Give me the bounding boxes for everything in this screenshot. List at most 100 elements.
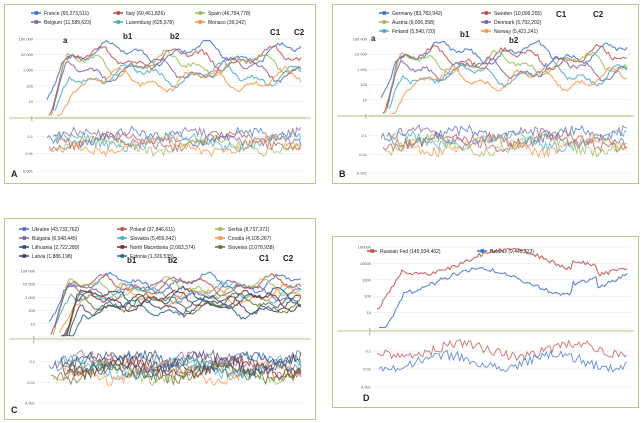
chart-d-legend-marker-0 xyxy=(370,249,375,253)
chart-c-legend-label-10: Estonia (1,326,535) xyxy=(130,254,174,260)
chart-c-legend-marker-6 xyxy=(22,245,27,249)
chart-c-legend-marker-7 xyxy=(120,245,125,249)
chart-c-peak-label-1: b2 xyxy=(168,256,178,265)
chart-b-ytick-top-3: 100 xyxy=(360,82,367,87)
chart-c-series-6-ratio-line xyxy=(60,349,302,377)
chart-a-ytick-bottom-2: 0.01 xyxy=(25,151,34,156)
chart-b-legend-label-0: Germany (83,783,942) xyxy=(392,11,443,17)
chart-b-legend-label-2: Austria (9,006,398) xyxy=(392,20,435,26)
chart-d-series-1-ratio-line xyxy=(378,349,628,373)
chart-d-panel-letter: D xyxy=(363,393,370,403)
chart-c-ytick-top-4: 10 xyxy=(31,321,36,326)
chart-a-ytick-top-2: 1 000 xyxy=(23,68,34,73)
chart-c-peak-label-2: C1 xyxy=(259,254,270,263)
chart-a-series-2-ratio-line xyxy=(50,133,302,158)
chart-a-ytick-bottom-0: 1 xyxy=(31,117,34,122)
chart-c-legend-label-1: Poland (37,846,611) xyxy=(130,227,175,233)
chart-c-legend-marker-2 xyxy=(218,227,223,231)
chart-c-series-5-ratio-line xyxy=(58,359,302,386)
chart-b-peak-label-4: C2 xyxy=(593,10,604,19)
chart-d-ytick-bottom-2: 0.01 xyxy=(363,367,372,372)
chart-a-ytick-top-4: 10 xyxy=(29,99,34,104)
chart-c-series-9-ratio-line xyxy=(66,349,302,376)
chart-a-peak-label-4: C2 xyxy=(294,28,305,37)
chart-b-panel-letter: B xyxy=(339,169,346,179)
chart-a-peak-label-1: b1 xyxy=(123,32,133,41)
chart-b-legend-label-3: Denmark (5,792,202) xyxy=(494,20,542,26)
chart-c-series-10-ratio-line xyxy=(68,353,302,381)
chart-c-legend-marker-4 xyxy=(120,236,125,240)
chart-b-ytick-top-5: 1 xyxy=(365,113,368,118)
chart-b-series-4-ratio-line xyxy=(388,129,628,154)
chart-c-peak-label-0: b1 xyxy=(127,256,137,265)
chart-d-ytick-top-5: 1 xyxy=(369,327,372,332)
chart-d-series-1-line xyxy=(379,266,628,328)
panel-d: 100000 10000 1000 100 10 1 1 0.1 0.01 0.001 Russia… xyxy=(332,236,639,408)
chart-c-legend-label-0: Ukraine (43,733,762) xyxy=(32,227,79,233)
chart-c-series-3-line xyxy=(54,279,302,328)
chart-a-ytick-top-1: 10 000 xyxy=(21,52,34,57)
chart-a-ytick-top-3: 100 xyxy=(26,83,33,88)
chart-d-ytick-top-3: 100 xyxy=(364,294,371,299)
chart-c-ytick-bottom-0: 1 xyxy=(33,339,36,344)
chart-c-ytick-bottom-3: 0.001 xyxy=(25,401,36,406)
chart-c-svg: 100 000 10 000 1 000 100 10 11 0.1 0.01 0.001 Ukr… xyxy=(9,227,311,415)
chart-a-panel-letter: A xyxy=(11,169,18,179)
chart-a-legend-marker-0 xyxy=(34,11,39,15)
chart-d-ytick-bottom-1: 0.1 xyxy=(365,349,371,354)
chart-c-legend-label-2: Serbia (8,737,371) xyxy=(228,227,270,233)
chart-d-ytick-bottom-3: 0.001 xyxy=(361,385,372,390)
chart-a-series-4-line xyxy=(54,60,302,112)
chart-c-ytick-top-2: 1 000 xyxy=(25,295,36,300)
chart-c-series-8-ratio-line xyxy=(64,360,302,387)
chart-b-ytick-top-1: 10 000 xyxy=(355,52,368,57)
chart-b-series-5-ratio-line xyxy=(390,133,628,159)
chart-a-series-5-ratio-line xyxy=(56,133,302,158)
chart-b-legend-marker-5 xyxy=(484,29,489,33)
chart-a-legend-marker-1 xyxy=(116,11,121,15)
chart-c-legend-label-7: North Macedonia (2,083,374) xyxy=(130,245,195,251)
chart-b-ytick-top-0: 100 000 xyxy=(353,37,368,42)
chart-a-legend-label-4: Luxemburg (625,978) xyxy=(126,20,174,26)
chart-b-ytick-top-2: 1 000 xyxy=(357,67,368,72)
chart-d-ytick-top-1: 10000 xyxy=(360,261,372,266)
chart-c-series-7-line xyxy=(63,289,302,337)
chart-a-peak-label-0: a xyxy=(63,36,68,45)
chart-b-ytick-top-4: 10 xyxy=(363,97,368,102)
chart-b-series-1-line xyxy=(382,43,628,114)
chart-b-series-0-ratio-line xyxy=(380,124,628,150)
chart-b-series-3-line xyxy=(386,55,628,109)
chart-d-legend-label-0: Russian Fed (145,934,462) xyxy=(380,249,441,255)
chart-b-ytick-bottom-2: 0.01 xyxy=(359,152,368,157)
chart-b-series-4-line xyxy=(388,60,628,109)
chart-b-legend-label-4: Finland (5,540,720) xyxy=(392,29,436,35)
chart-c-legend-marker-9 xyxy=(22,254,27,258)
chart-a-peak-label-3: C1 xyxy=(270,28,281,37)
chart-d-ytick-top-2: 1000 xyxy=(362,277,372,282)
chart-a-ytick-bottom-1: 0.1 xyxy=(27,134,33,139)
chart-b-ytick-bottom-0: 1 xyxy=(365,115,368,120)
chart-a-series-4-ratio-line xyxy=(54,131,302,153)
chart-b-peak-label-1: b1 xyxy=(460,30,470,39)
chart-a-legend-label-5: Monaco (39,242) xyxy=(208,20,246,26)
chart-a-series-2-line xyxy=(50,49,301,116)
chart-c-legend-label-4: Slovakia (5,459,642) xyxy=(130,236,176,242)
chart-c-ytick-top-0: 100 000 xyxy=(21,269,36,274)
chart-b-legend-marker-3 xyxy=(484,20,489,24)
chart-b-legend-marker-1 xyxy=(484,11,489,15)
chart-b-peak-label-3: C1 xyxy=(556,10,567,19)
chart-b-ytick-bottom-3: 0.001 xyxy=(357,171,368,176)
chart-c-legend-label-8: Slovenia (2,078,938) xyxy=(228,245,274,251)
chart-c-legend-marker-8 xyxy=(218,245,223,249)
panel-c: 100 000 10 000 1 000 100 10 1 1 0.1 0.01 0.001 Ukr… xyxy=(4,218,316,420)
chart-a-legend-label-0: France (65,273,511) xyxy=(44,11,89,17)
chart-a-legend-marker-2 xyxy=(198,11,203,15)
chart-b-series-5-line xyxy=(391,64,628,115)
chart-c-legend-label-5: Croatia (4,105,267) xyxy=(228,236,271,242)
chart-d-legend-marker-1 xyxy=(480,249,485,253)
chart-c-ytick-top-3: 100 xyxy=(28,308,35,313)
chart-a-ytick-top-5: 1 xyxy=(31,115,34,120)
chart-b-legend-label-1: Sweden (10,099,265) xyxy=(494,11,542,17)
chart-c-ytick-bottom-2: 0.01 xyxy=(27,380,36,385)
